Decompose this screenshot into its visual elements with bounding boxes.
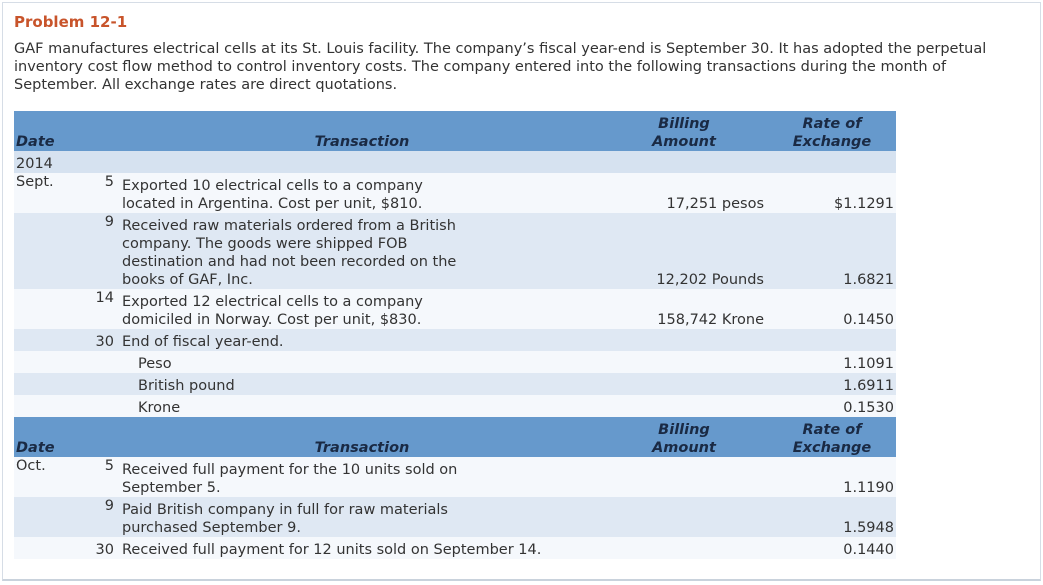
table-row: Sept. 5 Exported 10 electrical cells to … — [14, 173, 896, 213]
transaction-cell: Received full payment for the 10 units s… — [120, 457, 602, 497]
table-row: 14 Exported 12 electrical cells to a com… — [14, 289, 896, 329]
currency-label: Krone — [120, 395, 602, 417]
transaction-cell: Received raw materials ordered from a Br… — [120, 213, 602, 289]
transactions-table: Date Transaction Billing Amount Rate of Ex… — [14, 111, 896, 559]
table-row: 30 End of fiscal year-end. — [14, 329, 896, 351]
table-row: 9 Paid British company in full for raw m… — [14, 497, 896, 537]
header-billing-amount: Billing Amount — [602, 111, 768, 151]
table-row-year: 2014 — [14, 151, 896, 173]
table-row-rate: Krone 0.1530 — [14, 395, 896, 417]
transaction-cell: End of fiscal year-end. — [120, 329, 602, 351]
month-label: Sept. — [14, 173, 74, 213]
day-cell: 30 — [74, 329, 120, 351]
rate-cell: $1.1291 — [768, 173, 896, 213]
rate-cell: 1.1091 — [768, 351, 896, 373]
header-date: Date — [14, 417, 120, 457]
billing-cell: 158,742 Krone — [602, 289, 768, 329]
day-cell: 14 — [74, 289, 120, 329]
table-header: Date Transaction Billing Amount Rate of Ex… — [14, 111, 896, 151]
rate-cell: 1.6821 — [768, 213, 896, 289]
transaction-cell: Paid British company in full for raw mat… — [120, 497, 602, 537]
rate-cell: 0.1530 — [768, 395, 896, 417]
header-date: Date — [14, 111, 120, 151]
rate-cell: 1.6911 — [768, 373, 896, 395]
header-rate-of-exchange: Rate of Exchange — [768, 417, 896, 457]
year-label: 2014 — [14, 151, 74, 173]
day-cell: 9 — [74, 213, 120, 289]
rate-cell: 1.1190 — [768, 457, 896, 497]
header-transaction: Transaction — [120, 417, 602, 457]
transaction-cell: Exported 10 electrical cells to a compan… — [120, 173, 602, 213]
header-billing-amount: Billing Amount — [602, 417, 768, 457]
billing-cell: 12,202 Pounds — [602, 213, 768, 289]
problem-title: Problem 12-1 — [14, 13, 128, 31]
day-cell: 5 — [74, 173, 120, 213]
rate-cell: 0.1450 — [768, 289, 896, 329]
problem-description: GAF manufactures electrical cells at its… — [14, 41, 987, 93]
table-header: Date Transaction Billing Amount Rate of Ex… — [14, 417, 896, 457]
table-row-rate: British pound 1.6911 — [14, 373, 896, 395]
header-transaction: Transaction — [120, 111, 602, 151]
header-rate-of-exchange: Rate of Exchange — [768, 111, 896, 151]
month-label: Oct. — [14, 457, 74, 497]
transaction-cell: Exported 12 electrical cells to a compan… — [120, 289, 602, 329]
day-cell: 9 — [74, 497, 120, 537]
transaction-cell: Received full payment for 12 units sold … — [120, 537, 602, 559]
billing-cell: 17,251 pesos — [602, 173, 768, 213]
table-row: Oct. 5 Received full payment for the 10 … — [14, 457, 896, 497]
day-cell: 5 — [74, 457, 120, 497]
currency-label: Peso — [120, 351, 602, 373]
table-row-rate: Peso 1.1091 — [14, 351, 896, 373]
table-row: 9 Received raw materials ordered from a … — [14, 213, 896, 289]
rate-cell: 0.1440 — [768, 537, 896, 559]
day-cell: 30 — [74, 537, 120, 559]
table-row: 30 Received full payment for 12 units so… — [14, 537, 896, 559]
currency-label: British pound — [120, 373, 602, 395]
rate-cell: 1.5948 — [768, 497, 896, 537]
